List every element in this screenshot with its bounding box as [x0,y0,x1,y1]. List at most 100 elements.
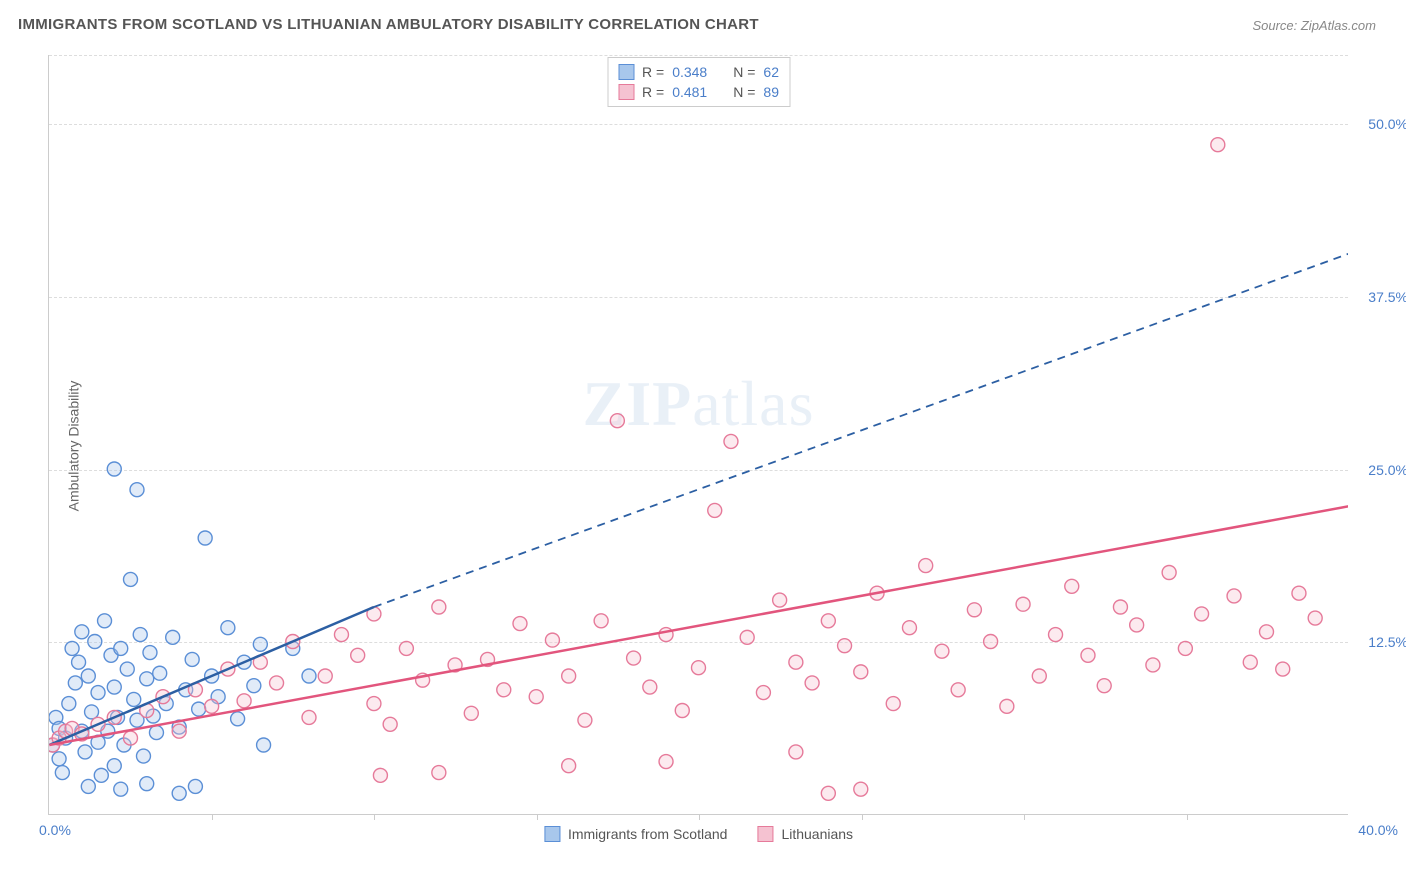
x-tick [699,814,700,820]
scatter-point-scotland [198,531,212,545]
scatter-point-scotland [257,738,271,752]
scatter-point-scotland [253,637,267,651]
scatter-point-lithuanians [399,641,413,655]
scatter-point-lithuanians [692,661,706,675]
scatter-point-lithuanians [1276,662,1290,676]
legend-r-value-lithuanians: 0.481 [672,84,707,100]
legend-n-label-scotland: N = [733,64,755,80]
scatter-point-lithuanians [513,617,527,631]
scatter-point-lithuanians [659,755,673,769]
scatter-point-lithuanians [1097,679,1111,693]
series-legend-scotland: Immigrants from Scotland [544,826,728,842]
lithuanians-swatch-icon [618,84,634,100]
scatter-point-lithuanians [708,503,722,517]
scatter-point-lithuanians [1292,586,1306,600]
scatter-point-scotland [52,752,66,766]
scatter-point-lithuanians [821,786,835,800]
scatter-point-scotland [188,779,202,793]
scatter-point-scotland [114,641,128,655]
scatter-point-lithuanians [1032,669,1046,683]
scatter-point-scotland [107,759,121,773]
scatter-point-lithuanians [1243,655,1257,669]
correlation-legend-row-scotland: R = 0.348 N = 62 [618,62,779,82]
scatter-point-scotland [140,777,154,791]
scatter-point-scotland [153,666,167,680]
scatter-point-lithuanians [1211,138,1225,152]
scatter-point-lithuanians [1065,579,1079,593]
x-max-label: 40.0% [1358,822,1398,838]
scatter-point-scotland [81,779,95,793]
series-legend: Immigrants from Scotland Lithuanians [544,826,853,842]
scatter-point-lithuanians [627,651,641,665]
lithuanians-swatch-icon [757,826,773,842]
scatter-point-scotland [130,483,144,497]
scatter-point-scotland [55,766,69,780]
scatter-point-scotland [94,768,108,782]
scatter-point-lithuanians [984,635,998,649]
scatter-point-lithuanians [562,669,576,683]
scatter-point-lithuanians [935,644,949,658]
chart-container: IMMIGRANTS FROM SCOTLAND VS LITHUANIAN A… [0,0,1406,892]
scatter-point-scotland [98,614,112,628]
scatter-point-lithuanians [789,655,803,669]
scatter-point-lithuanians [610,414,624,428]
x-tick [537,814,538,820]
plot-area: 12.5%25.0%37.5%50.0% ZIPatlas R = 0.348 … [48,55,1348,815]
x-tick [862,814,863,820]
scatter-point-lithuanians [464,706,478,720]
scatter-point-lithuanians [675,704,689,718]
scatter-point-lithuanians [529,690,543,704]
scatter-point-scotland [81,669,95,683]
x-tick [1024,814,1025,820]
scatter-point-lithuanians [886,697,900,711]
scatter-point-scotland [120,662,134,676]
scatter-point-lithuanians [838,639,852,653]
legend-r-value-scotland: 0.348 [672,64,707,80]
scatter-point-scotland [302,669,316,683]
scotland-swatch-icon [544,826,560,842]
scatter-point-lithuanians [594,614,608,628]
scatter-point-scotland [62,697,76,711]
scatter-point-lithuanians [270,676,284,690]
scatter-point-lithuanians [740,630,754,644]
scatter-point-scotland [192,702,206,716]
scatter-point-lithuanians [205,699,219,713]
chart-title: IMMIGRANTS FROM SCOTLAND VS LITHUANIAN A… [18,16,759,33]
scatter-point-lithuanians [643,680,657,694]
scatter-point-scotland [143,646,157,660]
scatter-point-scotland [75,625,89,639]
correlation-legend-box: R = 0.348 N = 62 R = 0.481 N = 89 [607,57,790,107]
scatter-point-lithuanians [1227,589,1241,603]
legend-r-label-lithuanians: R = [642,84,664,100]
scatter-point-lithuanians [756,686,770,700]
scatter-point-lithuanians [1130,618,1144,632]
scatter-point-lithuanians [1000,699,1014,713]
scatter-point-lithuanians [497,683,511,697]
scatter-point-scotland [127,692,141,706]
scatter-point-scotland [166,630,180,644]
scatter-point-lithuanians [919,559,933,573]
scatter-point-lithuanians [383,717,397,731]
scatter-point-scotland [149,726,163,740]
scatter-point-lithuanians [432,766,446,780]
scatter-point-scotland [85,705,99,719]
scatter-point-scotland [68,676,82,690]
correlation-legend-row-lithuanians: R = 0.481 N = 89 [618,82,779,102]
scatter-point-lithuanians [172,724,186,738]
scatter-point-scotland [107,680,121,694]
series-label-scotland: Immigrants from Scotland [568,826,728,842]
legend-n-value-lithuanians: 89 [763,84,779,100]
scatter-point-lithuanians [821,614,835,628]
source-value: ZipAtlas.com [1301,18,1376,33]
scatter-point-lithuanians [1113,600,1127,614]
scatter-point-lithuanians [854,665,868,679]
scatter-point-scotland [133,628,147,642]
scatter-point-lithuanians [773,593,787,607]
scatter-point-scotland [91,686,105,700]
scatter-point-lithuanians [1016,597,1030,611]
y-tick-label: 50.0% [1368,116,1406,132]
scatter-point-lithuanians [302,710,316,724]
x-tick [374,814,375,820]
scatter-point-scotland [114,782,128,796]
scatter-point-scotland [107,462,121,476]
